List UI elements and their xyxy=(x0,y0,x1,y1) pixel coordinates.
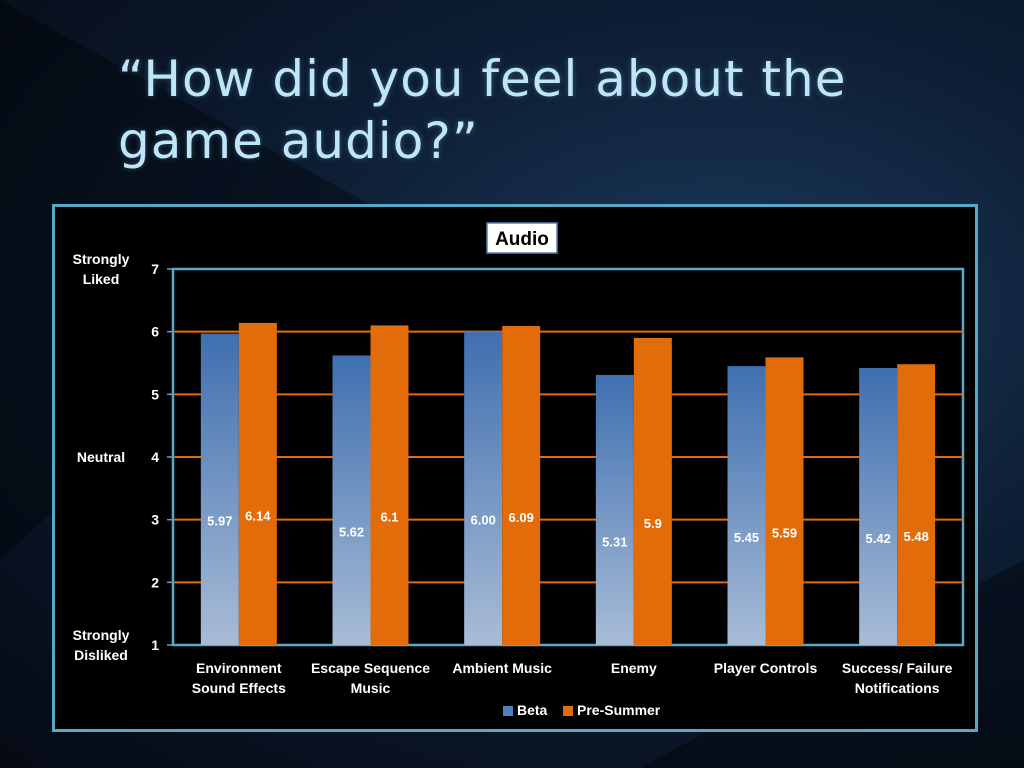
data-label: 5.31 xyxy=(602,534,627,549)
x-category-label: Escape Sequence xyxy=(311,660,430,676)
y-tick-label: 1 xyxy=(151,637,159,653)
bar-pre-summer xyxy=(238,322,277,645)
bar-pre-summer xyxy=(765,357,804,645)
data-label: 6.14 xyxy=(245,508,271,523)
y-tick-label: 6 xyxy=(151,324,159,340)
y-axis-verbal-label: Disliked xyxy=(74,647,128,663)
y-tick-label: 2 xyxy=(151,574,159,590)
legend-label: Pre-Summer xyxy=(577,702,661,718)
slide-title-line-2: game audio?” xyxy=(118,112,479,170)
data-label: 5.45 xyxy=(734,530,759,545)
legend-swatch xyxy=(563,706,573,716)
data-label: 5.9 xyxy=(644,516,662,531)
bar-pre-summer xyxy=(502,326,541,645)
bar-pre-summer xyxy=(633,337,672,645)
x-category-label: Ambient Music xyxy=(452,660,552,676)
chart-container: Audio 1 2 3 4 5 6 7 Strongly Liked Neutral Strongly… xyxy=(52,204,978,732)
bar-beta xyxy=(464,331,503,645)
y-axis-verbal-label: Neutral xyxy=(77,449,125,465)
data-label: 5.59 xyxy=(772,526,797,541)
x-category-label: Music xyxy=(351,680,391,696)
legend-label: Beta xyxy=(517,702,548,718)
bar-beta xyxy=(595,374,634,645)
chart-title: Audio xyxy=(495,229,549,250)
x-category-label: Environment xyxy=(196,660,282,676)
x-category-label: Player Controls xyxy=(714,660,818,676)
y-tick-label: 4 xyxy=(151,449,159,465)
bar-beta xyxy=(859,368,898,645)
data-label: 6.09 xyxy=(509,510,534,525)
data-label: 6.1 xyxy=(380,510,398,525)
bar-beta xyxy=(200,333,239,645)
y-axis-verbal-label: Strongly xyxy=(73,627,130,643)
bar-pre-summer xyxy=(370,325,409,645)
y-tick-label: 5 xyxy=(151,386,159,402)
legend-swatch xyxy=(503,706,513,716)
data-label: 5.97 xyxy=(207,514,232,529)
chart-title-box xyxy=(486,222,558,254)
data-label: 5.48 xyxy=(904,529,929,544)
slide-title-line-1: “How did you feel about the xyxy=(118,50,847,108)
data-label: 5.42 xyxy=(866,531,891,546)
bar-chart: Audio 1 2 3 4 5 6 7 Strongly Liked Neutral Strongly… xyxy=(73,222,965,718)
bar-beta xyxy=(727,366,766,645)
y-axis-verbal-label: Liked xyxy=(83,271,120,287)
x-category-label: Notifications xyxy=(855,680,940,696)
y-tick-label: 7 xyxy=(151,261,159,277)
slide-title: “How did you feel about the game audio?” xyxy=(118,48,998,172)
y-tick-label: 3 xyxy=(151,512,159,528)
bar-pre-summer xyxy=(897,364,936,645)
x-category-label: Enemy xyxy=(611,660,657,676)
bar-beta xyxy=(332,355,371,645)
data-label: 6.00 xyxy=(471,513,496,528)
x-category-label: Success/ Failure xyxy=(842,660,953,676)
x-category-label: Sound Effects xyxy=(192,680,286,696)
y-axis-verbal-label: Strongly xyxy=(73,251,130,267)
data-label: 5.62 xyxy=(339,525,364,540)
